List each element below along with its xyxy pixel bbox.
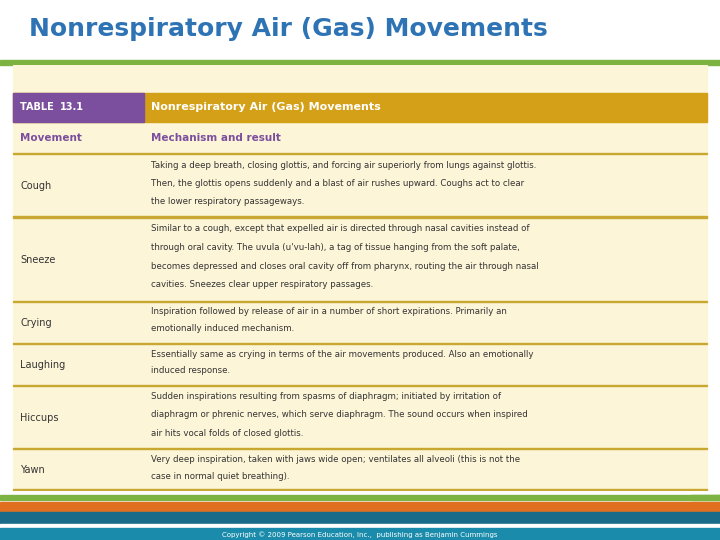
Text: Sudden inspirations resulting from spasms of diaphragm; initiated by irritation : Sudden inspirations resulting from spasm…	[151, 393, 501, 401]
Text: case in normal quiet breathing).: case in normal quiet breathing).	[151, 472, 289, 481]
Bar	[0, 512, 720, 524]
Bar	[13, 448, 707, 449]
Text: Cough: Cough	[20, 181, 51, 191]
Bar	[691, 495, 720, 500]
Text: Nonrespiratory Air (Gas) Movements: Nonrespiratory Air (Gas) Movements	[29, 17, 547, 41]
Text: Mechanism and result: Mechanism and result	[151, 133, 281, 144]
Text: Inspiration followed by release of air in a number of short expirations. Primari: Inspiration followed by release of air i…	[151, 307, 507, 316]
Text: Crying: Crying	[20, 318, 52, 328]
Text: Copyright © 2009 Pearson Education, Inc.,  publishing as Benjamin Cummings: Copyright © 2009 Pearson Education, Inc.…	[222, 531, 498, 537]
Text: induced response.: induced response.	[151, 367, 230, 375]
Text: Similar to a cough, except that expelled air is directed through nasal cavities : Similar to a cough, except that expelled…	[151, 224, 530, 233]
Text: air hits vocal folds of closed glottis.: air hits vocal folds of closed glottis.	[151, 429, 304, 437]
Bar	[13, 92, 144, 123]
Text: Very deep inspiration, taken with jaws wide open; ventilates all alveoli (this i: Very deep inspiration, taken with jaws w…	[151, 455, 521, 464]
Bar	[13, 153, 707, 154]
Bar	[0, 495, 720, 500]
Text: diaphragm or phrenic nerves, which serve diaphragm. The sound occurs when inspir: diaphragm or phrenic nerves, which serve…	[151, 410, 528, 420]
Text: Then, the glottis opens suddenly and a blast of air rushes upward. Coughs act to: Then, the glottis opens suddenly and a b…	[151, 179, 524, 188]
Text: Laughing: Laughing	[20, 360, 66, 370]
Text: Hiccups: Hiccups	[20, 413, 58, 423]
Text: Taking a deep breath, closing glottis, and forcing air superiorly from lungs aga: Taking a deep breath, closing glottis, a…	[151, 161, 536, 170]
Text: Sneeze: Sneeze	[20, 255, 55, 265]
Text: Essentially same as crying in terms of the air movements produced. Also an emoti: Essentially same as crying in terms of t…	[151, 349, 534, 359]
Bar	[0, 524, 720, 528]
Bar	[0, 502, 720, 511]
Text: through oral cavity. The uvula (u'vu-lah), a tag of tissue hanging from the soft: through oral cavity. The uvula (u'vu-lah…	[151, 243, 520, 252]
Text: emotionally induced mechanism.: emotionally induced mechanism.	[151, 325, 294, 333]
Text: TABLE: TABLE	[20, 103, 58, 112]
Text: 13.1: 13.1	[60, 103, 84, 112]
Bar	[13, 301, 707, 302]
Text: Nonrespiratory Air (Gas) Movements: Nonrespiratory Air (Gas) Movements	[151, 103, 381, 112]
Text: becomes depressed and closes oral cavity off from pharynx, routing the air throu: becomes depressed and closes oral cavity…	[151, 262, 539, 271]
Text: the lower respiratory passageways.: the lower respiratory passageways.	[151, 197, 305, 206]
Bar	[13, 217, 707, 218]
Text: Movement: Movement	[20, 133, 82, 144]
Text: cavities. Sneezes clear upper respiratory passages.: cavities. Sneezes clear upper respirator…	[151, 280, 374, 289]
Bar	[13, 343, 707, 344]
Bar	[0, 59, 720, 65]
Bar	[13, 92, 707, 123]
Bar	[13, 385, 707, 386]
Bar	[0, 528, 720, 540]
Text: Yawn: Yawn	[20, 465, 45, 475]
Bar	[13, 489, 707, 490]
